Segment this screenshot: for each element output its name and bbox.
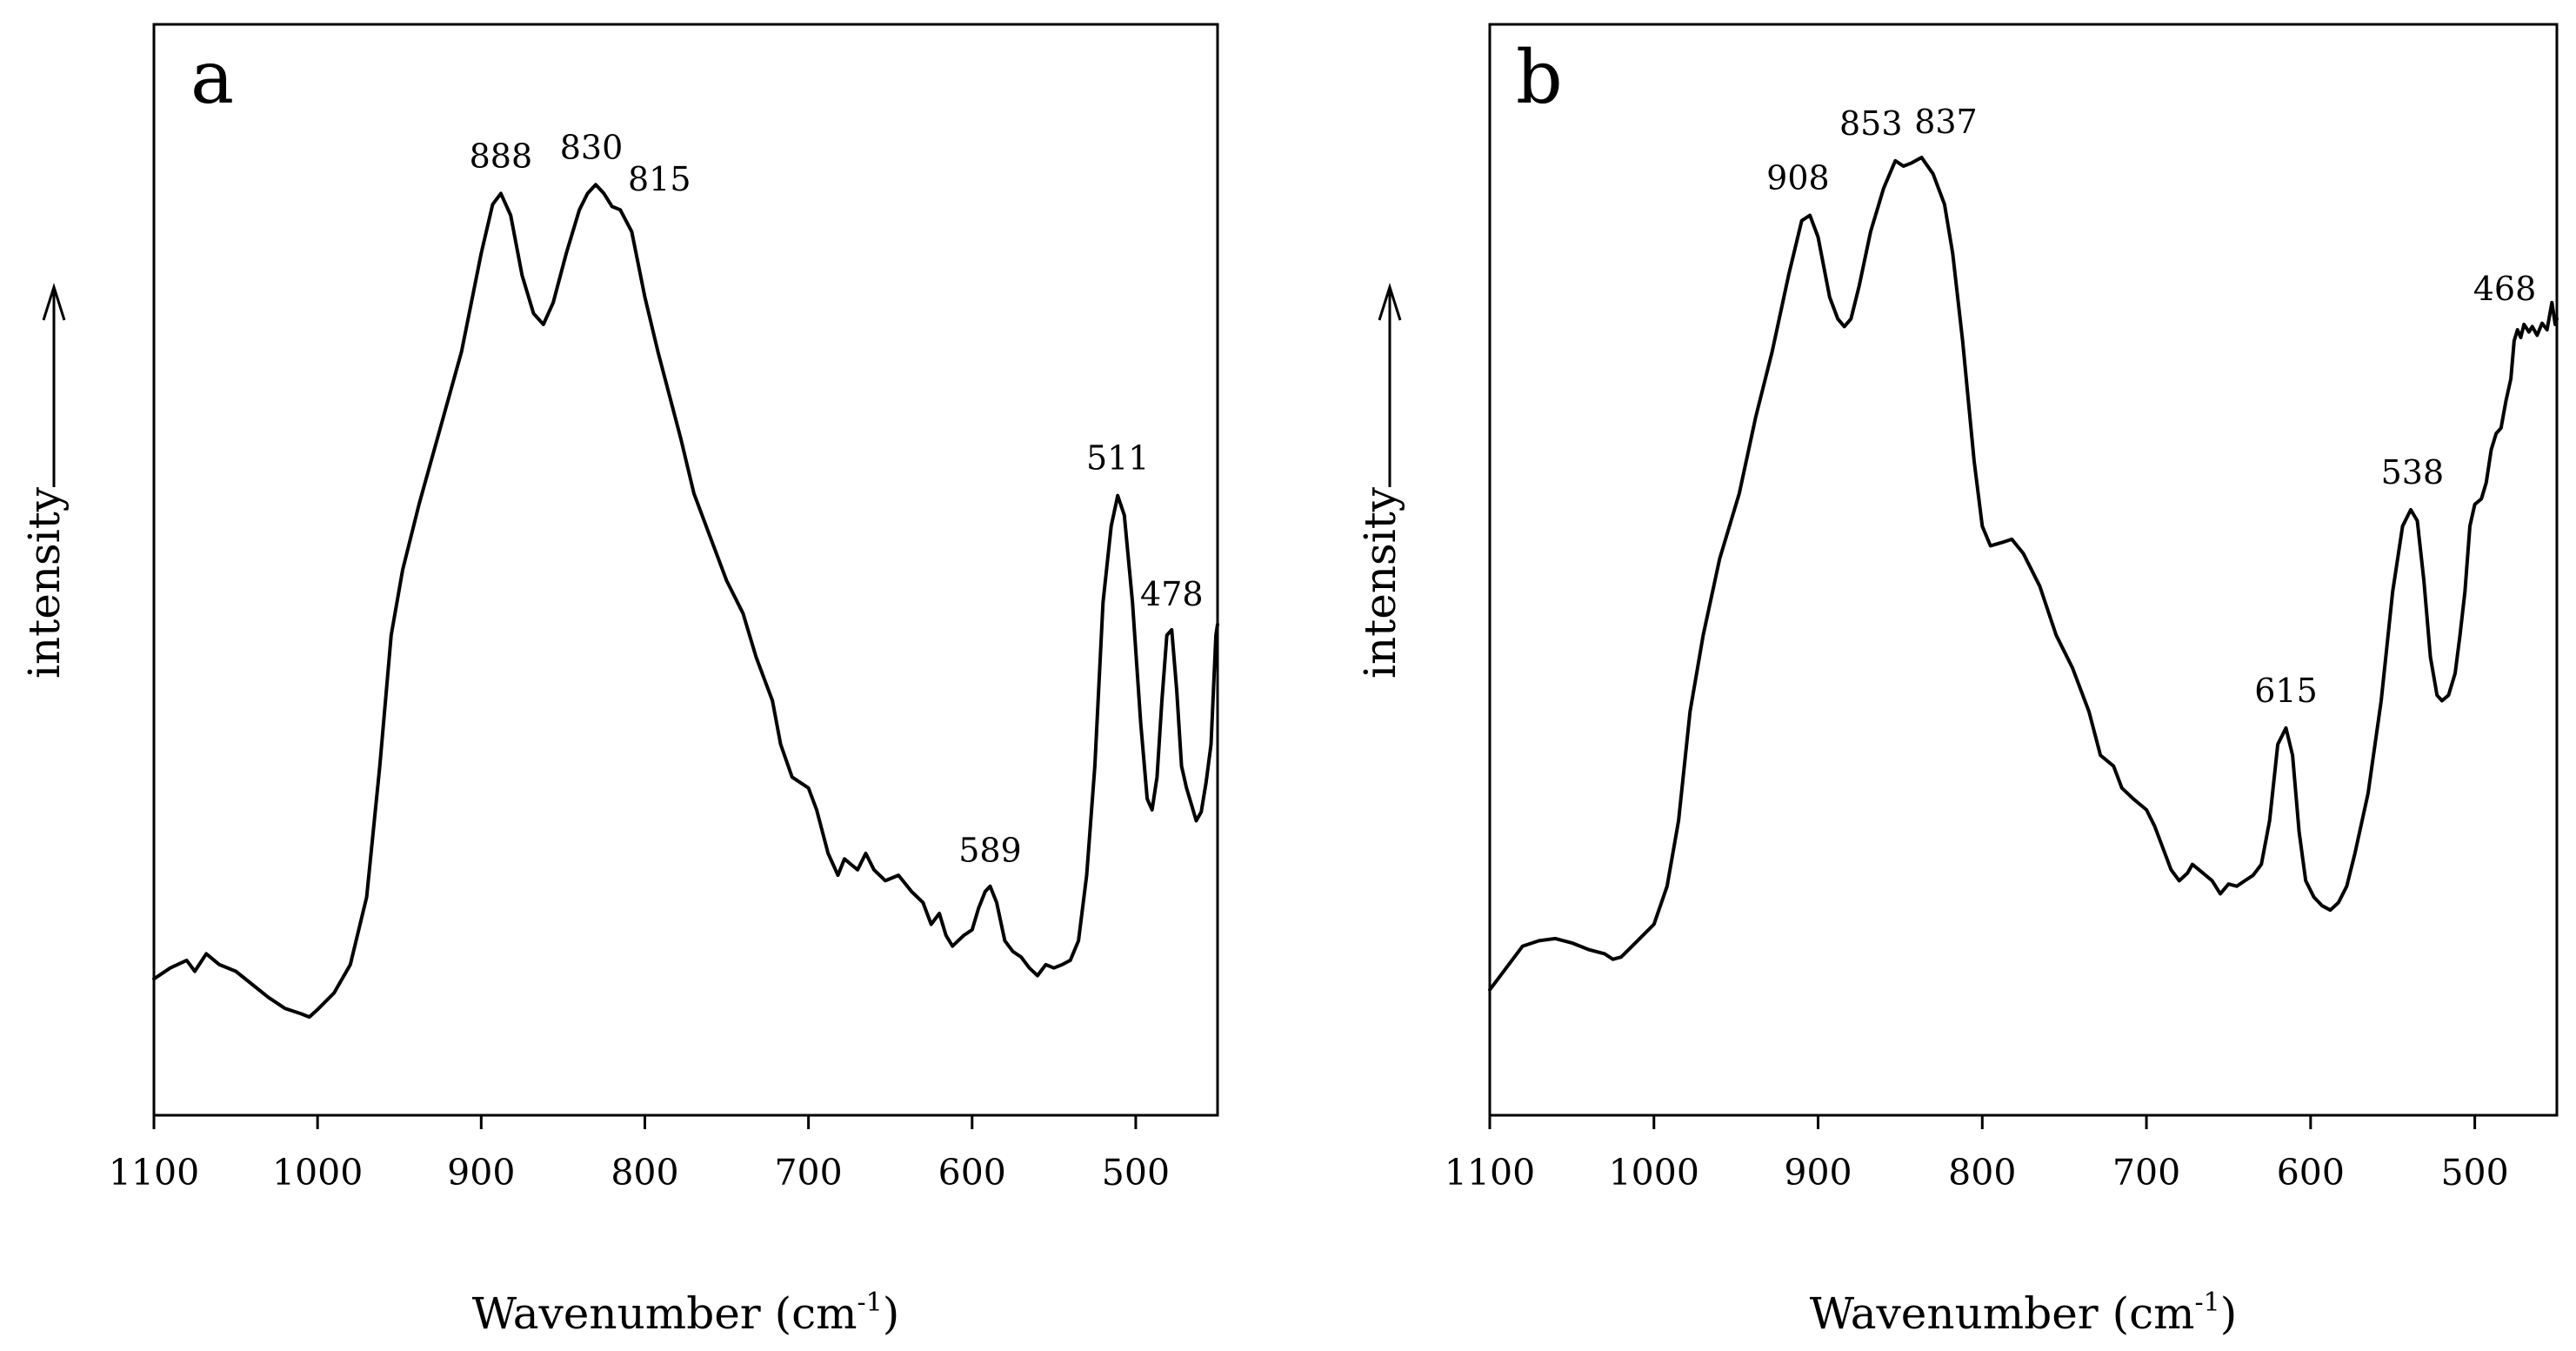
x-tick-label: 700 (774, 1152, 842, 1194)
peak-label: 511 (1086, 439, 1150, 478)
peak-label: 615 (2254, 672, 2318, 710)
spectrum-line (152, 183, 1219, 1020)
peak-label: 815 (628, 160, 691, 198)
x-tick-label: 500 (2440, 1152, 2508, 1194)
x-tick-label: 1000 (272, 1152, 363, 1194)
x-tick-label: 1100 (1445, 1152, 1535, 1194)
panel-a: a 1100 1000 900 800 700 600 500 Wavenumber (cm-1… (19, 23, 1219, 1339)
intensity-arrow-icon (42, 283, 66, 487)
x-tick-label: 1000 (1609, 1152, 1699, 1194)
peak-label: 837 (1914, 103, 1978, 141)
peak-label: 830 (560, 128, 624, 166)
y-axis-title: intensity (1355, 486, 1405, 679)
x-tick-label: 900 (1784, 1152, 1852, 1194)
peak-label: 589 (958, 832, 1022, 870)
x-tick-label: 1100 (109, 1152, 199, 1194)
x-tick-label: 700 (2112, 1152, 2180, 1194)
panel-label: a (190, 35, 234, 120)
x-axis-title: Wavenumber (cm-1) (1810, 1287, 2238, 1339)
plot-frame (1488, 23, 2559, 1117)
peak-label: 468 (2473, 270, 2537, 308)
peak-label: 538 (2381, 453, 2445, 492)
x-tick-label: 900 (447, 1152, 515, 1194)
x-tick-label: 500 (1102, 1152, 1170, 1194)
spectrum-line (1488, 156, 2559, 992)
peak-label: 908 (1766, 158, 1830, 197)
x-tick-label: 800 (611, 1152, 678, 1194)
x-axis-title: Wavenumber (cm-1) (472, 1287, 900, 1339)
x-tick-label: 600 (2277, 1152, 2345, 1194)
peak-label: 478 (1140, 575, 1204, 613)
intensity-arrow-icon (1378, 283, 1402, 487)
panel-b: b 1100 1000 900 800 700 600 500 Wavenumber (cm-1… (1355, 23, 2559, 1339)
x-tick-label: 600 (938, 1152, 1006, 1194)
peak-label: 853 (1839, 104, 1903, 143)
y-axis-title: intensity (19, 486, 70, 679)
peak-label: 888 (470, 137, 533, 175)
panel-label: b (1516, 35, 1563, 120)
x-tick-label: 800 (1948, 1152, 2016, 1194)
plot-frame (152, 23, 1219, 1117)
